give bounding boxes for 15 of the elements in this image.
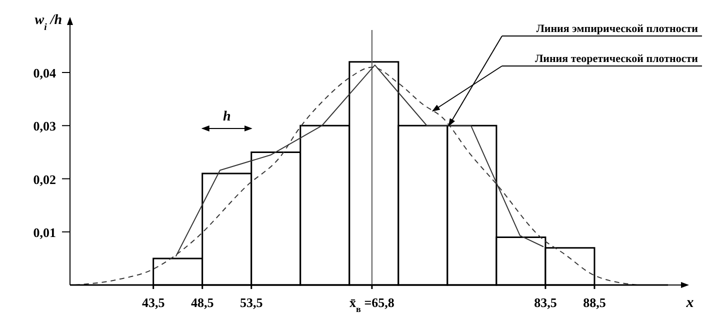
y-tick-label: 0,02 [33, 172, 56, 187]
x-tick-label: 43,5 [142, 295, 166, 310]
annotation: Линия теоретической плотности [534, 53, 699, 65]
x-tick-label: 88,5 [583, 295, 606, 310]
y-tick-label: 0,01 [33, 224, 56, 240]
x-tick-label: 48,5 [190, 295, 214, 310]
x-axis-title: x [685, 295, 694, 311]
x-tick-label: x̄$_{в}$ =65,8 [350, 295, 395, 314]
annotation: h [222, 109, 231, 124]
y-tick-label: 0,03 [33, 118, 56, 134]
annotation: Линия эмпирической плотности [536, 23, 699, 35]
y-axis-title: w$_{i}$/h [34, 13, 62, 32]
x-tick-label: 53,5 [240, 295, 264, 310]
y-tick-label: 0,04 [33, 66, 56, 80]
x-tick-label: 83,5 [534, 295, 558, 310]
